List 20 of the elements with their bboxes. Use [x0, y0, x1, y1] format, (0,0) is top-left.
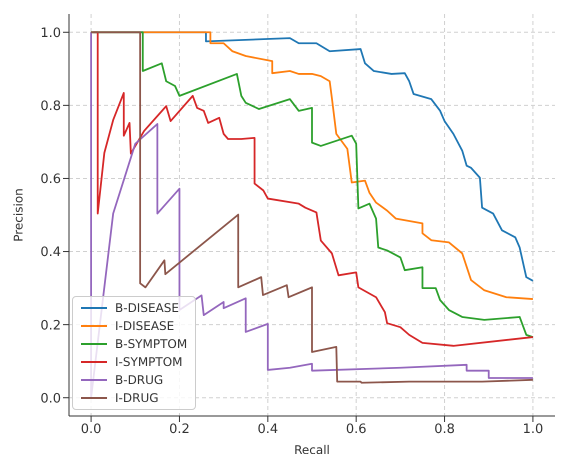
legend-label: I-DISEASE	[115, 318, 174, 335]
y-tick-label: 0.8	[40, 98, 61, 114]
legend-label: B-DISEASE	[115, 300, 179, 317]
x-tick-label: 0.4	[257, 422, 278, 438]
legend-label: I-DRUG	[115, 390, 159, 407]
y-tick-label: 0.4	[40, 245, 61, 260]
legend-label: B-DRUG	[115, 372, 164, 389]
y-axis-title: Precision	[11, 188, 26, 242]
y-tick-label: 0.6	[40, 172, 61, 188]
x-tick-label: 0.8	[434, 422, 455, 438]
x-tick-label: 1.0	[522, 422, 544, 438]
y-tick-label: 1.0	[40, 26, 61, 41]
y-tick-label: 0.0	[40, 391, 61, 406]
x-tick-label: 0.6	[346, 422, 367, 438]
x-tick-label: 0.0	[80, 422, 102, 438]
x-axis-title: Recall	[294, 443, 330, 454]
legend-label: I-SYMPTOM	[115, 354, 183, 371]
legend-label: B-SYMPTOM	[115, 336, 188, 353]
y-tick-label: 0.2	[40, 318, 61, 334]
x-tick-label: 0.2	[169, 422, 190, 438]
